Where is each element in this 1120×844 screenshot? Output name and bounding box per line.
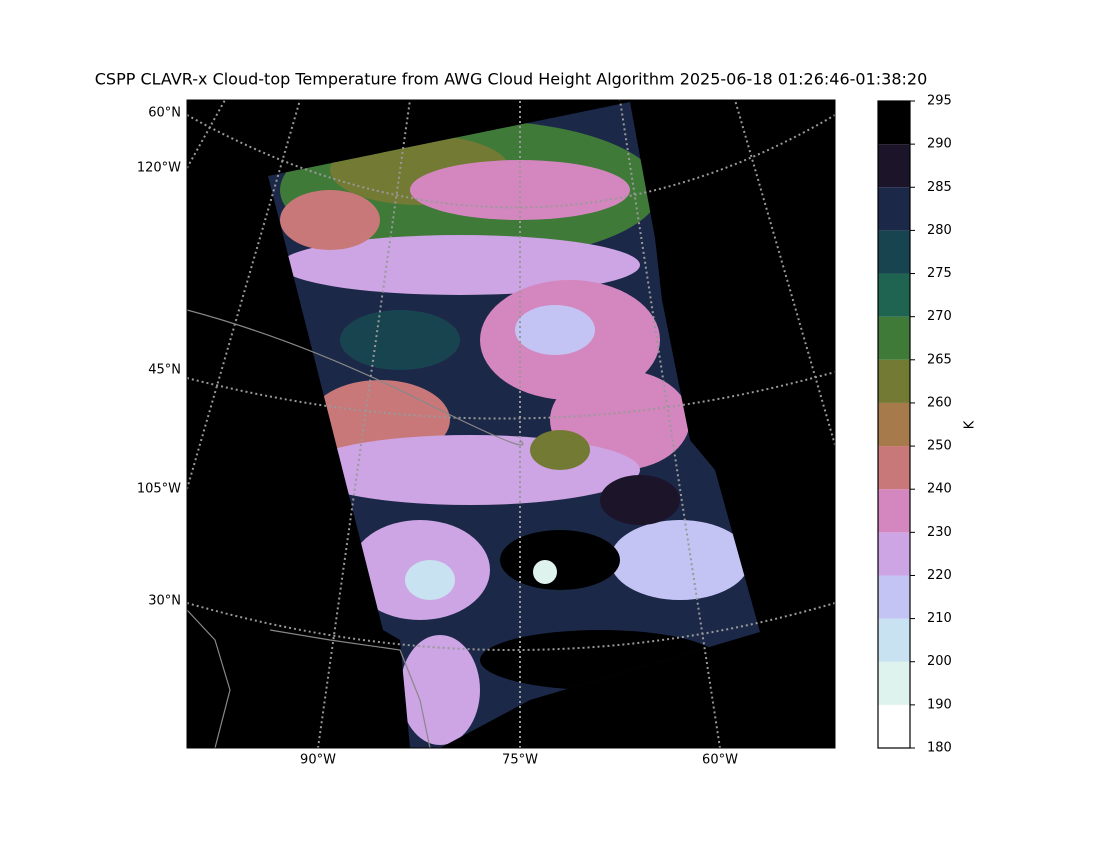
colorbar-tick-label: 295 [927, 94, 952, 109]
colorbar-segment [878, 489, 910, 533]
colorbar-segment [878, 575, 910, 619]
colorbar-tick-label: 265 [927, 352, 952, 367]
colorbar-tick-label: 230 [927, 525, 952, 540]
colorbar-segment [878, 532, 910, 576]
colorbar-segment [878, 144, 910, 188]
colorbar-tick-label: 290 [927, 137, 952, 152]
lat-label: 60°N [148, 106, 181, 121]
colorbar-segment [878, 273, 910, 317]
colorbar-tick-label: 280 [927, 223, 952, 238]
map [187, 100, 835, 748]
colorbar-segment [878, 230, 910, 274]
colorbar: 180 190 200 210 220 230 240 250 260 265 270 275 280 2… [878, 94, 952, 756]
colorbar-tick-label: 220 [927, 568, 952, 583]
colorbar-segment [878, 446, 910, 490]
lon-label: 120°W [137, 161, 181, 176]
colorbar-label: K [963, 420, 978, 429]
lat-label: 30°N [148, 594, 181, 609]
colorbar-segment [878, 704, 910, 748]
meridian [317, 100, 411, 748]
lon-label: 60°W [702, 753, 738, 768]
colorbar-tick-label: 190 [927, 697, 952, 712]
colorbar-tick-label: 275 [927, 266, 952, 281]
colorbar-frame [877, 100, 911, 749]
colorbar-segment [878, 101, 910, 145]
colorbar-tick-label: 270 [927, 309, 952, 324]
lon-label: 90°W [300, 753, 336, 768]
colorbar-segment [878, 316, 910, 360]
colorbar-segment [878, 187, 910, 231]
colorbar-segment [878, 618, 910, 662]
colorbar-tick-label: 260 [927, 395, 952, 410]
parallel [187, 602, 835, 651]
lat-label: 45°N [148, 363, 181, 378]
colorbar-segment [878, 661, 910, 705]
title: CSPP CLAVR-x Cloud-top Temperature from … [95, 70, 928, 89]
lon-label: 75°W [502, 753, 538, 768]
meridian [619, 100, 721, 748]
colorbar-tick-label: 240 [927, 482, 952, 497]
parallel [187, 114, 835, 209]
colorbar-tick-label: 200 [927, 654, 952, 669]
colorbar-tick-label: 210 [927, 611, 952, 626]
colorbar-segment [878, 359, 910, 403]
colorbar-tick-label: 180 [927, 741, 952, 756]
coastline [187, 609, 431, 748]
lon-label: 105°W [137, 482, 181, 497]
border [187, 309, 524, 446]
colorbar-tick-label: 250 [927, 439, 952, 454]
colorbar-tick-label: 285 [927, 180, 952, 195]
map-frame [186, 99, 836, 749]
colorbar-segment [878, 402, 910, 447]
